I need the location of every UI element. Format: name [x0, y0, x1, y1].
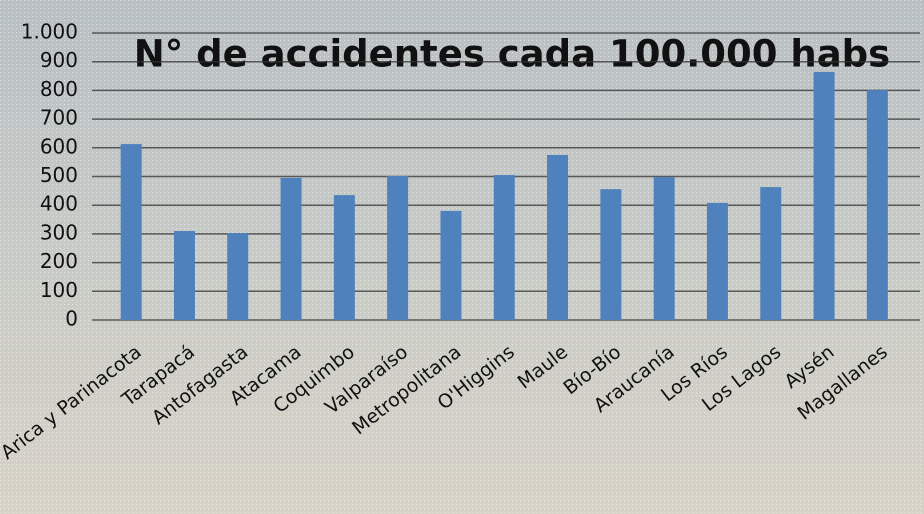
y-tick-label: 300 — [40, 220, 78, 244]
bar — [387, 176, 408, 320]
bar — [334, 195, 355, 320]
chart-title: N° de accidentes cada 100.000 habs — [134, 33, 890, 76]
chart: N° de accidentes cada 100.000 habs 0 100 2… — [0, 0, 924, 514]
y-tick-label: 700 — [40, 106, 78, 130]
bar — [654, 177, 675, 320]
y-tick-label: 900 — [40, 48, 78, 72]
bar — [281, 178, 302, 320]
y-tick-label: 100 — [40, 278, 78, 302]
bar — [494, 175, 515, 320]
bar — [547, 155, 568, 320]
bar — [814, 72, 835, 320]
bar — [121, 144, 142, 320]
y-tick-label: 1.000 — [21, 20, 78, 44]
y-tick-label: 800 — [40, 77, 78, 101]
bar — [174, 231, 195, 320]
y-tick-label: 500 — [40, 163, 78, 187]
bar — [867, 90, 888, 320]
bar — [440, 211, 461, 320]
bar — [600, 189, 621, 320]
bar — [707, 203, 728, 320]
bar — [227, 233, 248, 320]
y-tick-label: 600 — [40, 134, 78, 158]
bar — [760, 187, 781, 320]
y-tick-label: 400 — [40, 192, 78, 216]
y-tick-label: 0 — [65, 307, 78, 331]
y-tick-label: 200 — [40, 249, 78, 273]
